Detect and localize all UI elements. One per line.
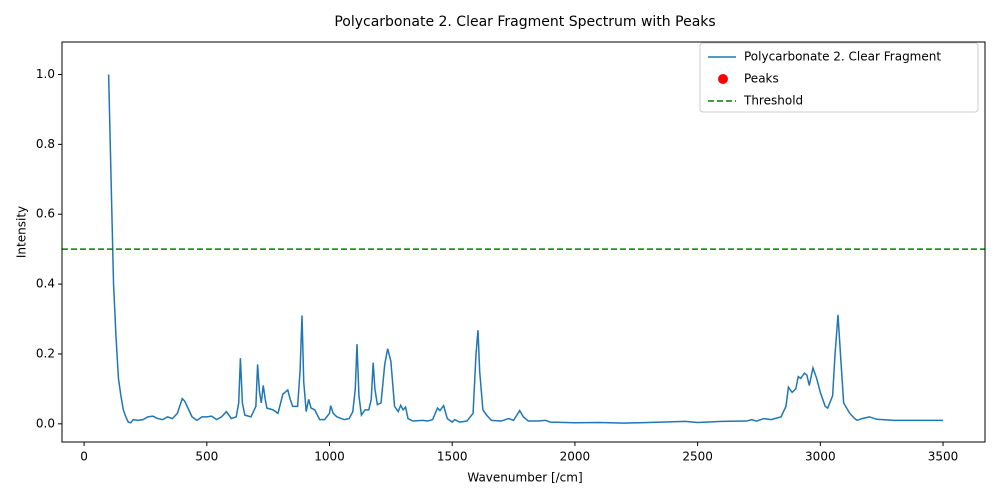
x-tick-label: 1500 bbox=[437, 450, 468, 464]
x-tick-label: 2000 bbox=[560, 450, 591, 464]
x-tick-label: 3500 bbox=[928, 450, 959, 464]
plot-frame bbox=[61, 41, 986, 443]
legend-label: Peaks bbox=[744, 72, 779, 86]
legend-swatch bbox=[718, 74, 728, 84]
legend-label: Polycarbonate 2. Clear Fragment bbox=[744, 50, 941, 64]
y-tick-label: 0.4 bbox=[36, 277, 55, 291]
x-tick-label: 0 bbox=[80, 450, 88, 464]
spectrum-line bbox=[107, 74, 944, 424]
y-tick-label: 0.0 bbox=[36, 416, 55, 430]
x-tick-label: 2500 bbox=[682, 450, 713, 464]
x-tick-label: 500 bbox=[195, 450, 218, 464]
chart-title: Polycarbonate 2. Clear Fragment Spectrum… bbox=[334, 14, 715, 30]
y-tick-label: 0.8 bbox=[36, 137, 55, 151]
x-axis-label: Wavenumber [/cm] bbox=[467, 471, 582, 485]
y-tick-label: 0.6 bbox=[36, 207, 55, 221]
x-tick-label: 3000 bbox=[805, 450, 836, 464]
y-axis-label: Intensity bbox=[15, 206, 29, 258]
legend-box bbox=[699, 42, 979, 113]
y-tick-label: 1.0 bbox=[36, 67, 55, 81]
x-tick-label: 1000 bbox=[314, 450, 345, 464]
y-tick-label: 0.2 bbox=[36, 346, 55, 360]
legend-label: Threshold bbox=[743, 94, 803, 108]
